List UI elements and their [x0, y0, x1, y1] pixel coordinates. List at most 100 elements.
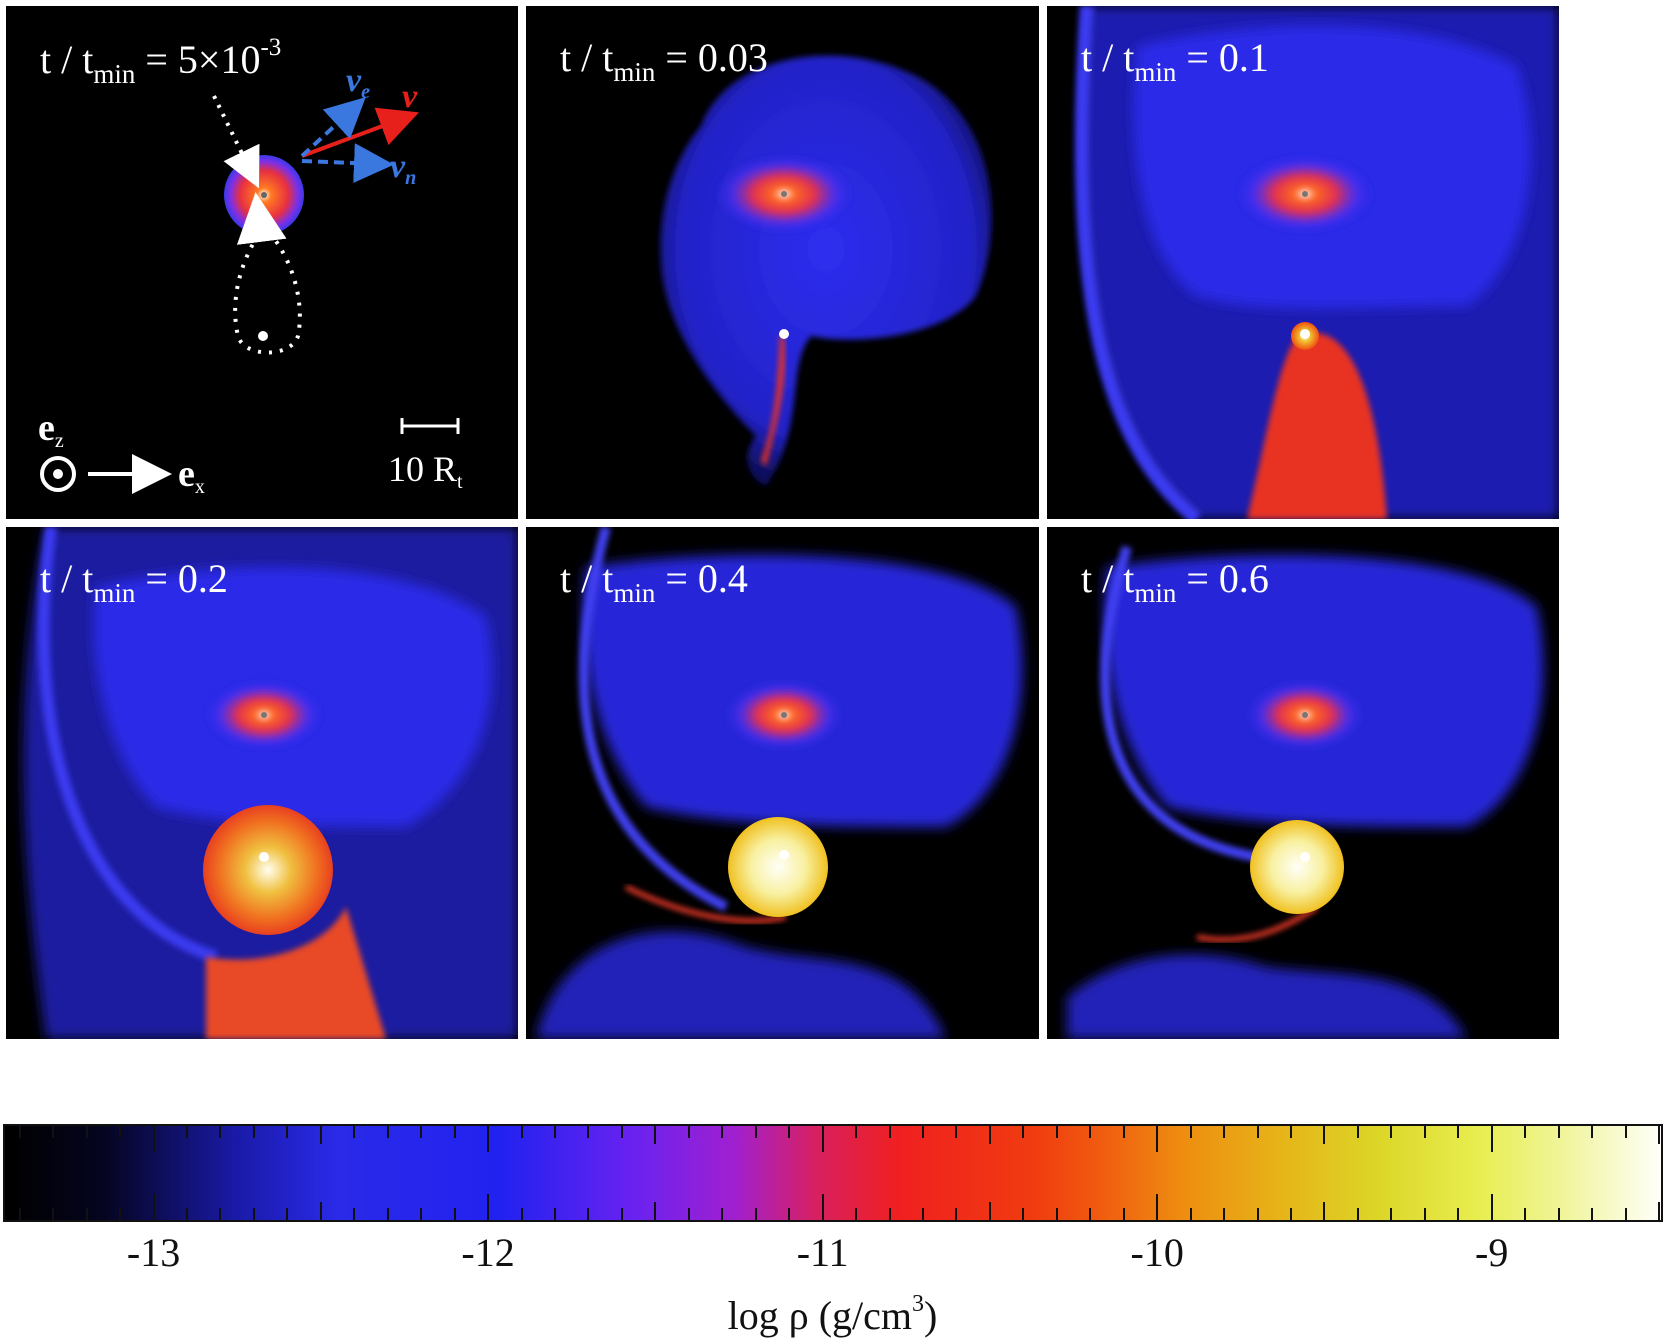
title-post: = 0.1 [1176, 35, 1269, 80]
panel-5-image [536, 527, 1023, 1039]
colorbar-minor-tick [1122, 1208, 1125, 1220]
ve-text: v [346, 62, 362, 99]
ez-out-of-plane-icon [40, 456, 76, 492]
colorbar-minor-tick [18, 1208, 21, 1220]
panel-t-0.1: t / tmin = 0.1 [1047, 6, 1559, 519]
colorbar-minor-tick [1390, 1208, 1393, 1220]
colorbar-minor-tick [453, 1126, 456, 1138]
panel-6-image [1067, 545, 1544, 1039]
colorbar-gradient [3, 1124, 1663, 1222]
panel-t-0.6: t / tmin = 0.6 [1047, 527, 1559, 1039]
incoming-arrow [212, 95, 260, 189]
v-label: v [402, 78, 417, 116]
title-sub: min [613, 57, 656, 87]
colorbar-minor-tick [721, 1126, 724, 1138]
star-core [261, 192, 267, 198]
colorbar-minor-tick [52, 1208, 55, 1220]
colorbar-minor-tick [587, 1208, 590, 1220]
ve-label: ve [346, 62, 370, 104]
colorbar-minor-tick [520, 1208, 523, 1220]
panel-4-title: t / tmin = 0.2 [40, 555, 228, 609]
title-pre: t / t [40, 37, 94, 82]
colorbar-tick-label: -12 [461, 1230, 515, 1275]
outer-stream [578, 527, 729, 912]
panel-1-image [40, 95, 460, 494]
title-pre: t / t [40, 556, 94, 601]
colorbar-minor-tick [687, 1208, 690, 1220]
colorbar-minor-tick [119, 1208, 122, 1220]
panel-2-image [660, 55, 992, 486]
title-post: = 0.6 [1176, 556, 1269, 601]
colorbar-minor-tick [353, 1208, 356, 1220]
colorbar: log ρ (g/cm3) -13 -12 -11 -10 -9 [0, 1121, 1665, 1339]
colorbar-minor-tick [955, 1126, 958, 1138]
colorbar-minor-tick [319, 1202, 322, 1220]
star-center [261, 712, 267, 718]
outer-shell [1074, 6, 1202, 519]
colorbar-title: log ρ (g/cm3) [0, 1291, 1665, 1339]
colorbar-minor-tick [52, 1126, 55, 1138]
colorbar-minor-tick [1256, 1208, 1259, 1220]
v-text: v [402, 78, 418, 115]
colorbar-minor-tick [1022, 1126, 1025, 1138]
outgoing-arrow [236, 192, 287, 245]
colorbar-minor-tick [922, 1208, 924, 1220]
colorbar-minor-tick [1658, 1202, 1660, 1220]
colorbar-minor-tick [319, 1126, 322, 1144]
outer-stream [1100, 545, 1258, 862]
colorbar-minor-tick [654, 1202, 657, 1220]
colorbar-minor-tick [520, 1126, 523, 1138]
colorbar-minor-tick [687, 1126, 690, 1138]
colorbar-minor-tick [1423, 1208, 1426, 1220]
colorbar-minor-tick [1457, 1208, 1460, 1220]
colorbar-major-tick [487, 1126, 490, 1152]
colorbar-major-tick [152, 1194, 155, 1220]
tidal-stream [1196, 904, 1319, 943]
cb-title-pre: log ρ (g/cm [727, 1293, 913, 1338]
scale-sub: t [457, 471, 463, 493]
colorbar-minor-tick [18, 1126, 21, 1138]
title-pre: t / t [1081, 35, 1135, 80]
colorbar-tick-label: -11 [796, 1230, 849, 1275]
colorbar-minor-tick [587, 1126, 590, 1138]
compact-object [779, 850, 789, 860]
ve-sub: e [361, 81, 370, 103]
colorbar-minor-tick [1423, 1126, 1426, 1138]
colorbar-minor-tick [1356, 1126, 1359, 1138]
colorbar-minor-tick [922, 1126, 924, 1138]
panel-grid: t / tmin = 5×10-3 ve v vn ez ex 10 Rt [6, 6, 1559, 1039]
title-sub: min [1134, 57, 1177, 87]
star-center [781, 191, 787, 197]
debris-lower [536, 931, 946, 1039]
debris-lower [1067, 954, 1467, 1039]
colorbar-minor-tick [1658, 1126, 1660, 1144]
colorbar-minor-tick [420, 1126, 423, 1138]
colorbar-minor-tick [85, 1208, 88, 1220]
colorbar-major-tick [152, 1126, 155, 1152]
star-center [1302, 191, 1308, 197]
colorbar-minor-tick [252, 1208, 255, 1220]
accretion-disk [728, 817, 828, 917]
colorbar-minor-tick [286, 1208, 289, 1220]
vn-text: v [390, 148, 406, 185]
ez-text: e [38, 407, 55, 449]
colorbar-minor-tick [1323, 1202, 1326, 1220]
cb-title-sup: 3 [912, 1291, 925, 1317]
tidal-stream [624, 884, 787, 924]
colorbar-major-tick [821, 1126, 824, 1152]
colorbar-minor-tick [386, 1126, 389, 1138]
colorbar-minor-tick [219, 1208, 222, 1220]
colorbar-minor-tick [1223, 1208, 1226, 1220]
colorbar-minor-tick [286, 1126, 289, 1138]
panel-2-title: t / tmin = 0.03 [560, 34, 768, 88]
ez-dot [53, 469, 63, 479]
colorbar-minor-tick [420, 1208, 423, 1220]
title-post: = 5×10 [135, 37, 261, 82]
panel-t-0.03: t / tmin = 0.03 [526, 6, 1039, 519]
colorbar-minor-tick [186, 1208, 188, 1220]
ex-text: e [178, 453, 195, 495]
colorbar-minor-tick [1524, 1126, 1527, 1138]
debris-cloud [660, 55, 992, 486]
title-sub: min [93, 59, 136, 89]
colorbar-minor-tick [1323, 1126, 1326, 1144]
